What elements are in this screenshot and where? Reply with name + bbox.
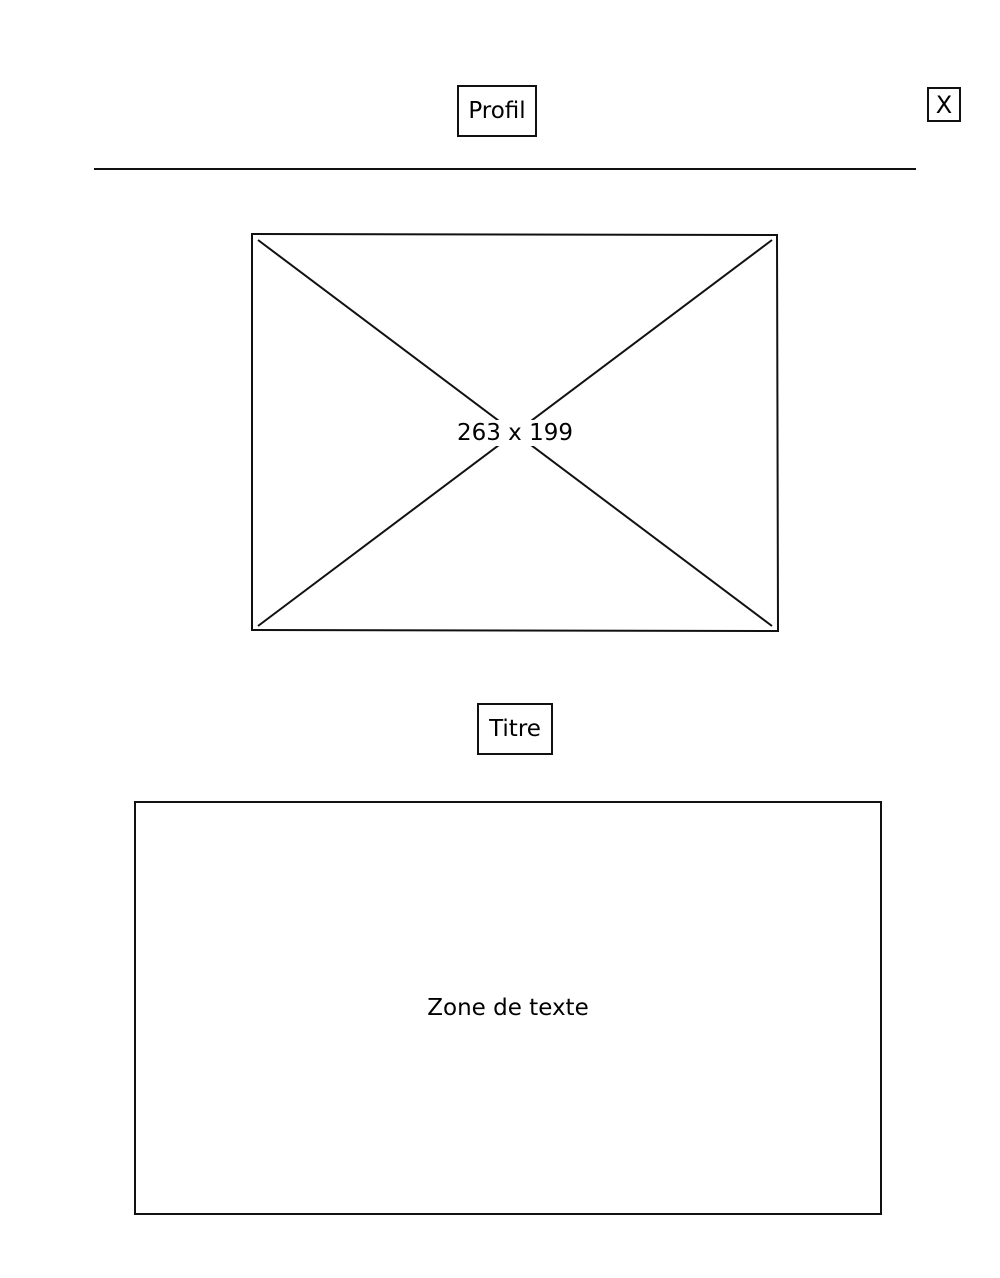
image-size-text: 263 x 199 — [452, 419, 578, 446]
close-button[interactable]: X — [927, 87, 961, 122]
image-size-label: 263 x 199 — [250, 232, 780, 633]
text-area-placeholder: Zone de texte — [427, 995, 589, 1021]
section-title: Titre — [477, 703, 553, 755]
header-divider — [94, 168, 916, 170]
text-area[interactable]: Zone de texte — [134, 801, 882, 1215]
page-title: Profil — [457, 85, 537, 137]
image-placeholder: 263 x 199 — [250, 232, 780, 633]
